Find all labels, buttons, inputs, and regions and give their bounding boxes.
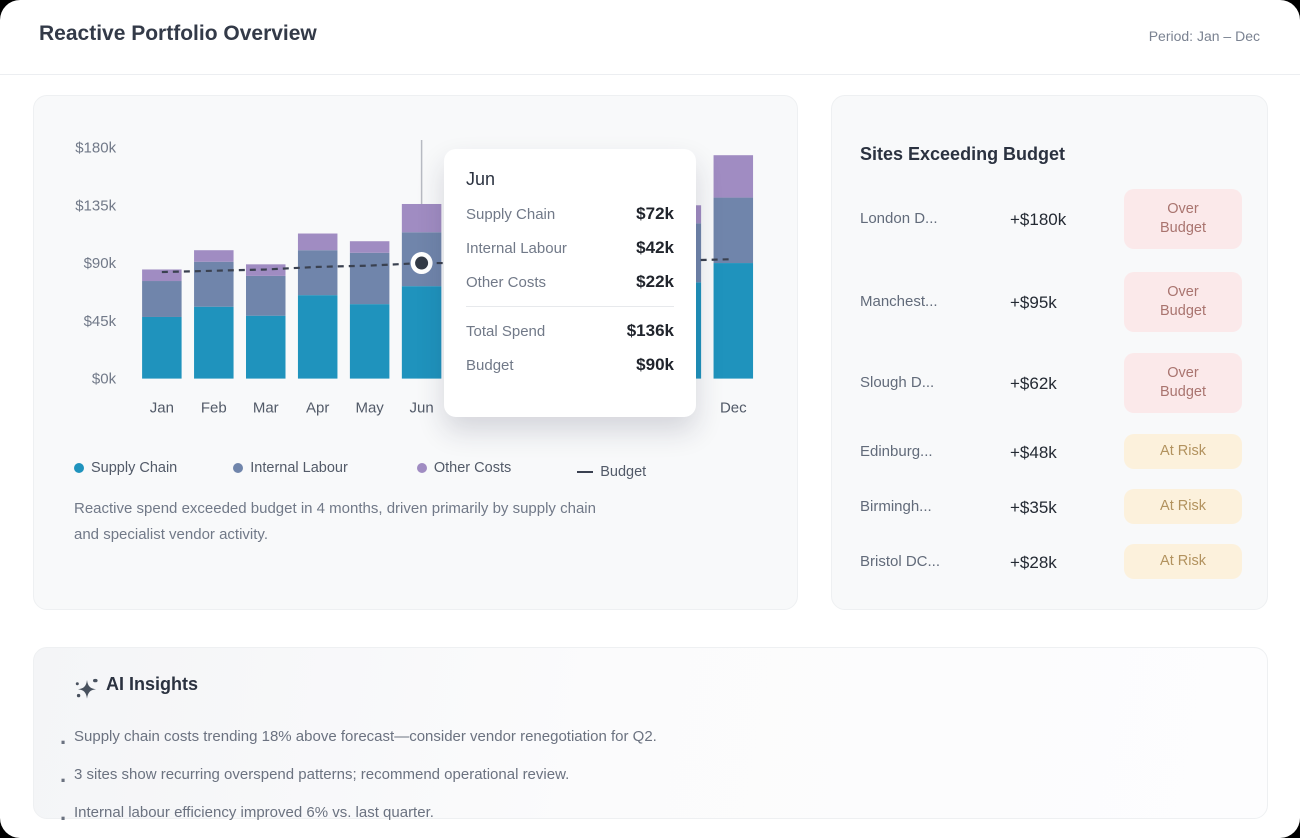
- svg-text:$135k: $135k: [75, 197, 116, 214]
- svg-text:Feb: Feb: [201, 400, 227, 417]
- svg-text:Apr: Apr: [306, 400, 329, 417]
- svg-text:Jan: Jan: [150, 400, 174, 417]
- svg-text:Jun: Jun: [410, 400, 434, 417]
- svg-text:May: May: [355, 400, 384, 417]
- svg-text:$180k: $180k: [75, 140, 116, 157]
- svg-text:Mar: Mar: [253, 400, 279, 417]
- svg-text:$0k: $0k: [92, 371, 117, 388]
- svg-text:$90k: $90k: [84, 255, 117, 272]
- svg-text:Dec: Dec: [720, 400, 747, 417]
- svg-text:$45k: $45k: [84, 313, 117, 330]
